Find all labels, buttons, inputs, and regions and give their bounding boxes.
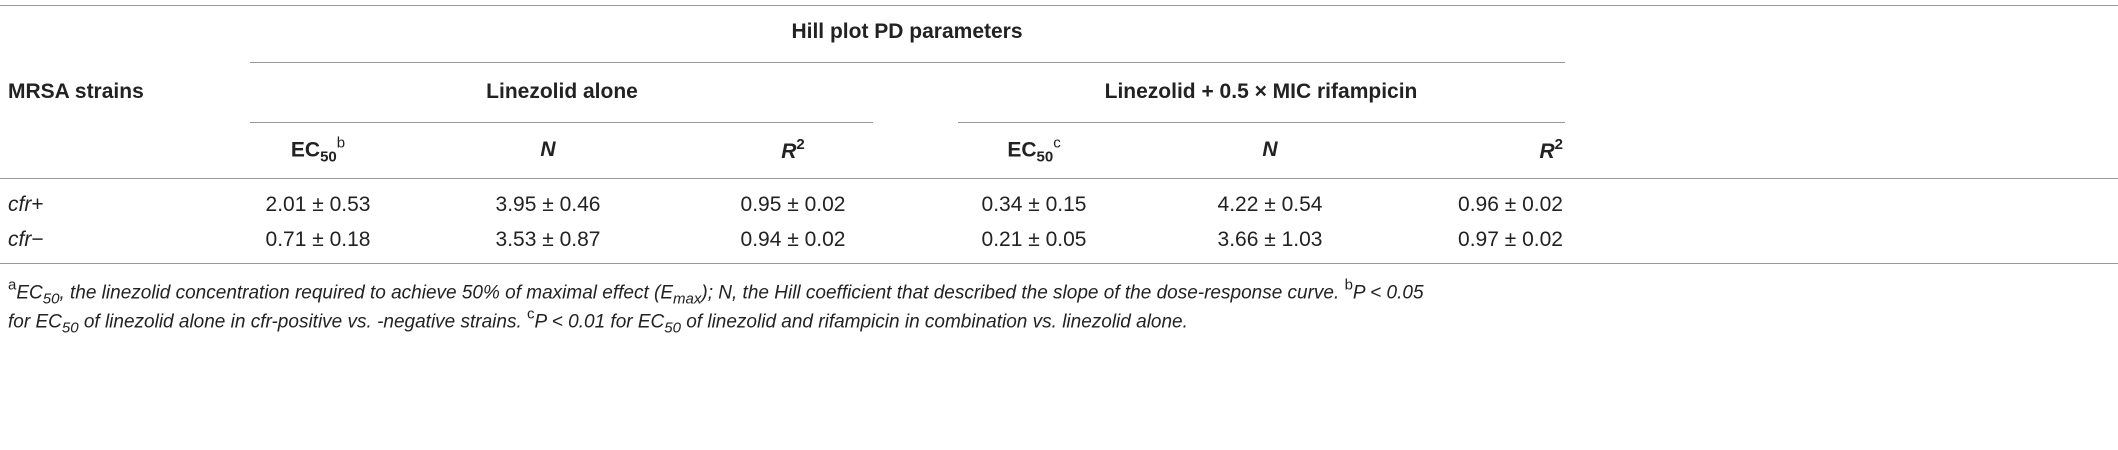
text-part: EC: [16, 282, 43, 304]
text-part: +: [31, 193, 44, 216]
row-header: MRSA strains: [8, 80, 144, 103]
rule: [250, 62, 1565, 63]
text-part: 2: [796, 136, 805, 153]
text-part: EC: [290, 138, 321, 162]
group-header: Linezolid alone: [486, 80, 638, 103]
cell: 0.94 ± 0.02: [740, 228, 846, 251]
group-header: Linezolid + 0.5 × MIC rifampicin: [1104, 80, 1418, 103]
cell: 3.66 ± 1.03: [1217, 228, 1323, 251]
cell: 0.21 ± 0.05: [981, 228, 1087, 251]
group-title: Hill plot PD parameters: [791, 20, 1023, 43]
cell: 0.96 ± 0.02: [1458, 193, 1563, 216]
text-part: b: [336, 134, 346, 152]
text-part: of linezolid and rifampicin in combinati…: [680, 311, 1188, 333]
rule: [0, 263, 2118, 264]
text-part: 50: [42, 290, 60, 308]
text-part: 50: [664, 319, 681, 337]
text-part: EC: [1007, 138, 1037, 162]
text-part: −: [31, 228, 44, 251]
text-part: b: [1344, 276, 1353, 294]
text-part: P < 0.05: [1352, 282, 1424, 304]
text-part: max: [673, 290, 702, 308]
rule: [958, 122, 1565, 123]
cell: 3.95 ± 0.46: [495, 193, 601, 216]
cell: 0.34 ± 0.15: [981, 193, 1087, 216]
text-part: c: [1053, 134, 1061, 152]
row-label: cfr+: [8, 193, 44, 217]
row-label: cfr−: [8, 228, 44, 252]
rule: [0, 178, 2118, 179]
text-part: ); N, the Hill coefficient that describe…: [701, 282, 1345, 304]
text-part: cfr: [8, 193, 32, 216]
column-header: R2: [1539, 136, 1563, 164]
cell: 4.22 ± 0.54: [1217, 193, 1323, 216]
footnote: aEC50, the linezolid concentration requi…: [8, 277, 1424, 308]
text-part: cfr: [8, 228, 32, 251]
text-part: R: [781, 140, 797, 163]
text-part: P < 0.01 for EC: [534, 311, 665, 333]
column-header: EC50c: [1007, 135, 1060, 166]
cell: 2.01 ± 0.53: [265, 193, 371, 216]
text-part: 50: [1036, 148, 1054, 166]
column-header: R2: [781, 136, 805, 164]
column-header: N: [540, 138, 555, 162]
column-header: EC50b: [291, 135, 345, 166]
cell: 0.95 ± 0.02: [740, 193, 846, 216]
text-part: 50: [320, 148, 337, 166]
text-part: c: [527, 305, 535, 323]
text-part: for EC: [8, 311, 62, 333]
text-part: R: [1539, 140, 1555, 163]
rule: [250, 122, 873, 123]
rule: [0, 5, 2118, 6]
cell: 0.71 ± 0.18: [265, 228, 371, 251]
text-part: 2: [1554, 136, 1563, 153]
text-part: 50: [61, 319, 79, 337]
cell: 0.97 ± 0.02: [1458, 228, 1563, 251]
text-part: a: [8, 276, 17, 294]
column-header: N: [1262, 138, 1277, 162]
text-part: , the linezolid concentration required t…: [59, 282, 674, 304]
text-part: N: [1262, 138, 1278, 161]
text-part: N: [540, 138, 556, 161]
cell: 3.53 ± 0.87: [495, 228, 601, 251]
footnote: for EC50 of linezolid alone in cfr-posit…: [8, 306, 1188, 337]
text-part: of linezolid alone in cfr-positive vs. -…: [78, 311, 528, 333]
